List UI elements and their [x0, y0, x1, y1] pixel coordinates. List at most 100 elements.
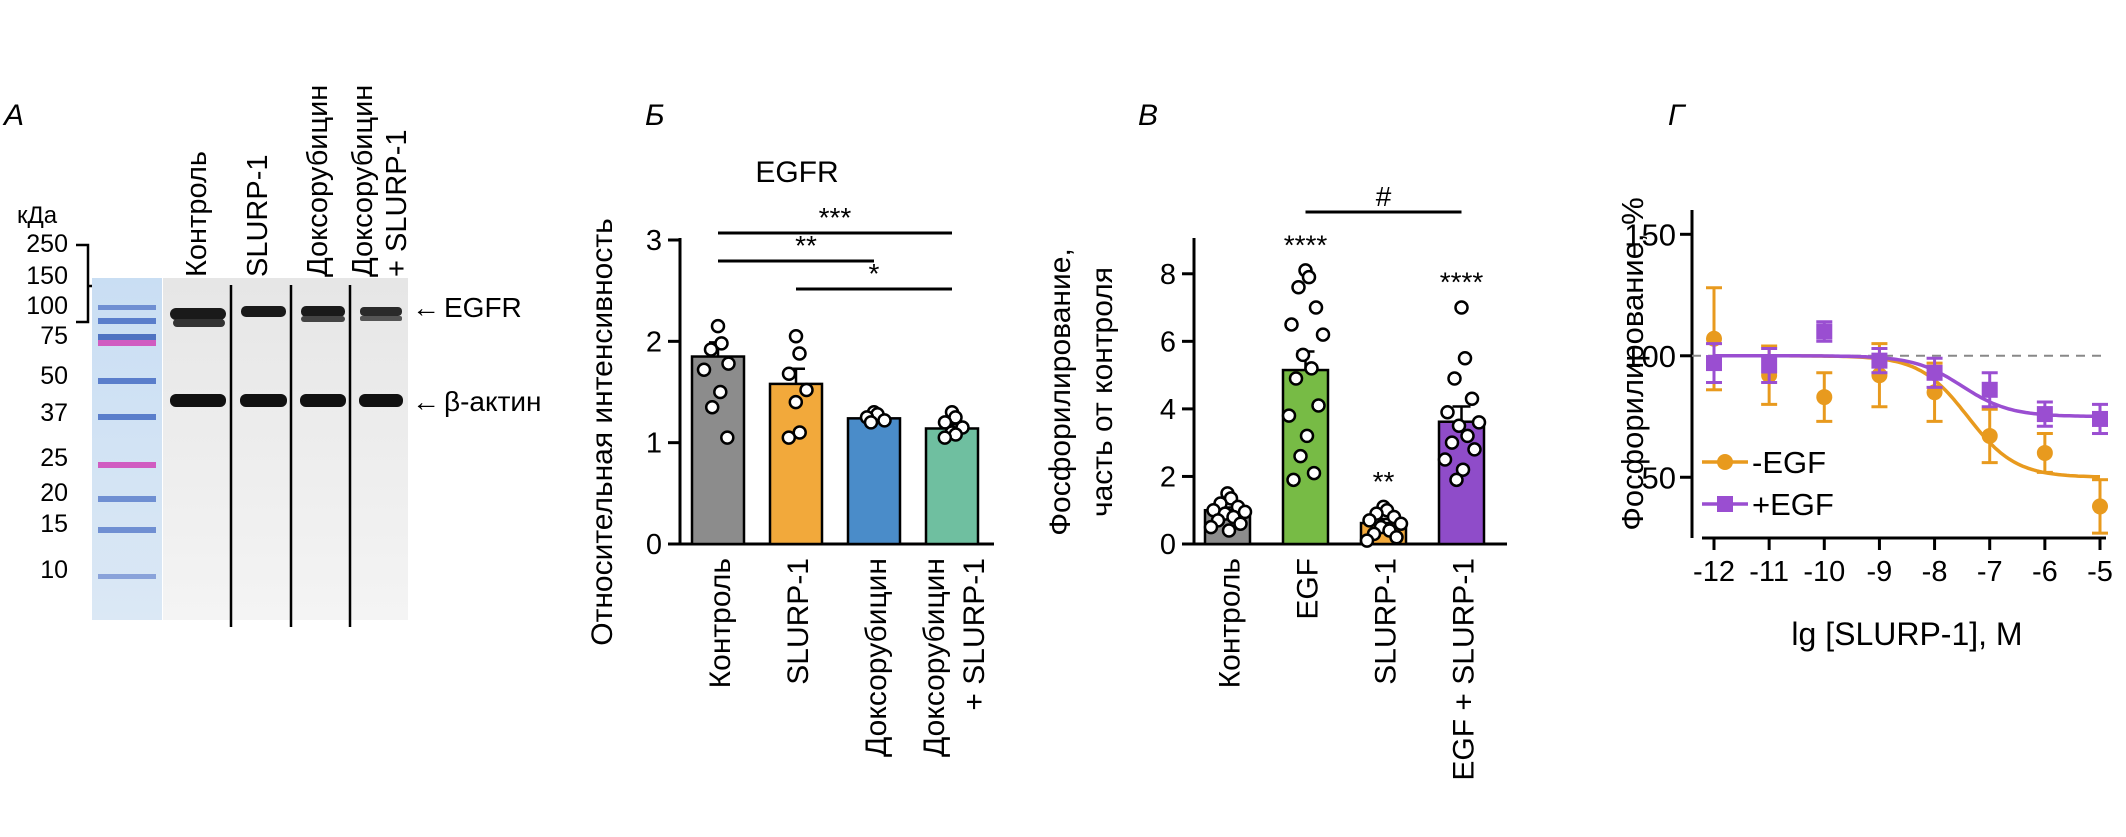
data-point: [1455, 462, 1471, 477]
significance-label: **: [795, 230, 817, 261]
data-point: [1460, 428, 1475, 444]
data-point: [1761, 357, 1778, 374]
data-point: [1281, 408, 1297, 423]
data-point: [1393, 516, 1409, 531]
marker-37: 37: [40, 399, 68, 427]
legend-label: -EGF: [1752, 445, 1826, 480]
panel-label-d: Г: [1668, 99, 1687, 132]
x-tick-label: -11: [1749, 556, 1789, 588]
data-point: [1471, 415, 1487, 430]
data-point: [1389, 529, 1404, 545]
data-point: [1284, 317, 1299, 332]
panel-b-chart: Б 0 1 2 3 Относительная интенсивность EGFR Кон…: [586, 99, 994, 757]
y-tick-label: 0: [1160, 529, 1176, 561]
panel-a: А кДа 250 150 100 75 50 37 25 20 15 10: [2, 85, 542, 627]
y-axis-label: Относительная интенсивность: [586, 218, 619, 645]
data-point: [1981, 427, 1998, 444]
x-tick-label: -6: [2032, 556, 2058, 588]
egfr-bands: [170, 306, 402, 327]
y-tick-label: 4: [1160, 394, 1176, 426]
data-point: [1304, 361, 1319, 376]
y-axis-label: Фосфорилирование, %: [1615, 197, 1650, 530]
data-point: [937, 415, 953, 430]
data-point: [1295, 347, 1311, 363]
y-tick-label: 3: [646, 225, 662, 257]
data-point: [2092, 410, 2108, 427]
data-point: [2036, 444, 2053, 461]
significance-label: ***: [819, 202, 852, 233]
bar: [690, 355, 746, 546]
data-point: [1221, 523, 1237, 538]
chart-title: EGFR: [755, 156, 838, 189]
data-point: [696, 362, 712, 377]
data-point: [1440, 405, 1455, 420]
x-tick-label: -12: [1693, 556, 1735, 588]
protein-ladder: [92, 278, 162, 620]
lane-label-doxorubicin: Доксорубицин: [302, 85, 334, 277]
data-point: [1233, 516, 1248, 531]
legend-marker: [1717, 454, 1733, 470]
data-point: [863, 415, 879, 430]
significance-stars: **: [1373, 466, 1395, 497]
data-point: [1457, 350, 1473, 366]
data-point: [1311, 398, 1326, 413]
data-point: [788, 394, 804, 410]
y-tick-label: 50: [1642, 460, 1676, 495]
y-tick-label: 2: [646, 326, 662, 358]
lane-label-plus-slurp1: + SLURP-1: [381, 130, 413, 277]
y-tick-label: 6: [1160, 326, 1176, 358]
marker-150: 150: [26, 262, 68, 290]
data-point: [1447, 371, 1462, 386]
data-point: [720, 430, 735, 445]
lane-label-doxorubicin-2: Доксорубицин: [347, 85, 379, 277]
data-point: [877, 413, 892, 428]
data-point: [1306, 465, 1322, 481]
lane-label-slurp1: SLURP-1: [242, 155, 274, 278]
x-tick-label: -9: [1867, 556, 1893, 588]
x-tick-label: -5: [2087, 556, 2113, 588]
y-tick-label: 2: [1160, 461, 1176, 493]
gel-image: [163, 278, 408, 620]
data-point: [1203, 519, 1219, 535]
data-point: [1926, 364, 1943, 381]
category-label: EGF + SLURP-1: [1448, 558, 1481, 781]
gel-lane-dividers: [229, 285, 352, 627]
marker-20: 20: [40, 479, 68, 507]
marker-10: 10: [40, 556, 68, 584]
egfr-arrow-icon: ←: [412, 292, 440, 323]
lane-label-control: Контроль: [181, 151, 213, 277]
actin-arrow-icon: ←: [412, 386, 440, 417]
data-point: [781, 430, 797, 445]
data-point: [1464, 391, 1480, 407]
data-point: [2036, 406, 2053, 423]
marker-250: 250: [26, 230, 68, 258]
data-point: [710, 318, 726, 334]
x-tick-label: -8: [1922, 556, 1948, 588]
data-point: [1437, 452, 1453, 467]
y-tick-label: 1: [646, 428, 662, 460]
data-point: [799, 382, 814, 398]
kda-label: кДа: [17, 202, 58, 229]
marker-25: 25: [40, 444, 68, 472]
data-point: [1981, 381, 1998, 398]
data-point: [1454, 300, 1469, 315]
legend-label: +EGF: [1752, 487, 1834, 522]
data-point: [713, 384, 728, 400]
y-axis-label: часть от контроля: [1086, 267, 1119, 517]
significance-stars: ****: [1440, 267, 1484, 298]
y-tick-label: 150: [1624, 217, 1676, 252]
category-label: EGF: [1292, 558, 1325, 620]
legend-marker: [1717, 496, 1733, 512]
data-point: [1871, 352, 1888, 369]
band-label-egfr: EGFR: [444, 292, 522, 323]
ladder-bands: [98, 305, 156, 579]
category-label: Доксорубицин: [918, 558, 951, 757]
marker-50: 50: [40, 362, 68, 390]
data-point: [1451, 418, 1467, 434]
x-axis-label: lg [SLURP-1], M: [1791, 616, 2022, 652]
marker-75: 75: [40, 322, 68, 350]
category-label: SLURP-1: [782, 558, 815, 685]
data-point: [792, 346, 807, 361]
category-label: Доксорубицин: [860, 558, 893, 757]
